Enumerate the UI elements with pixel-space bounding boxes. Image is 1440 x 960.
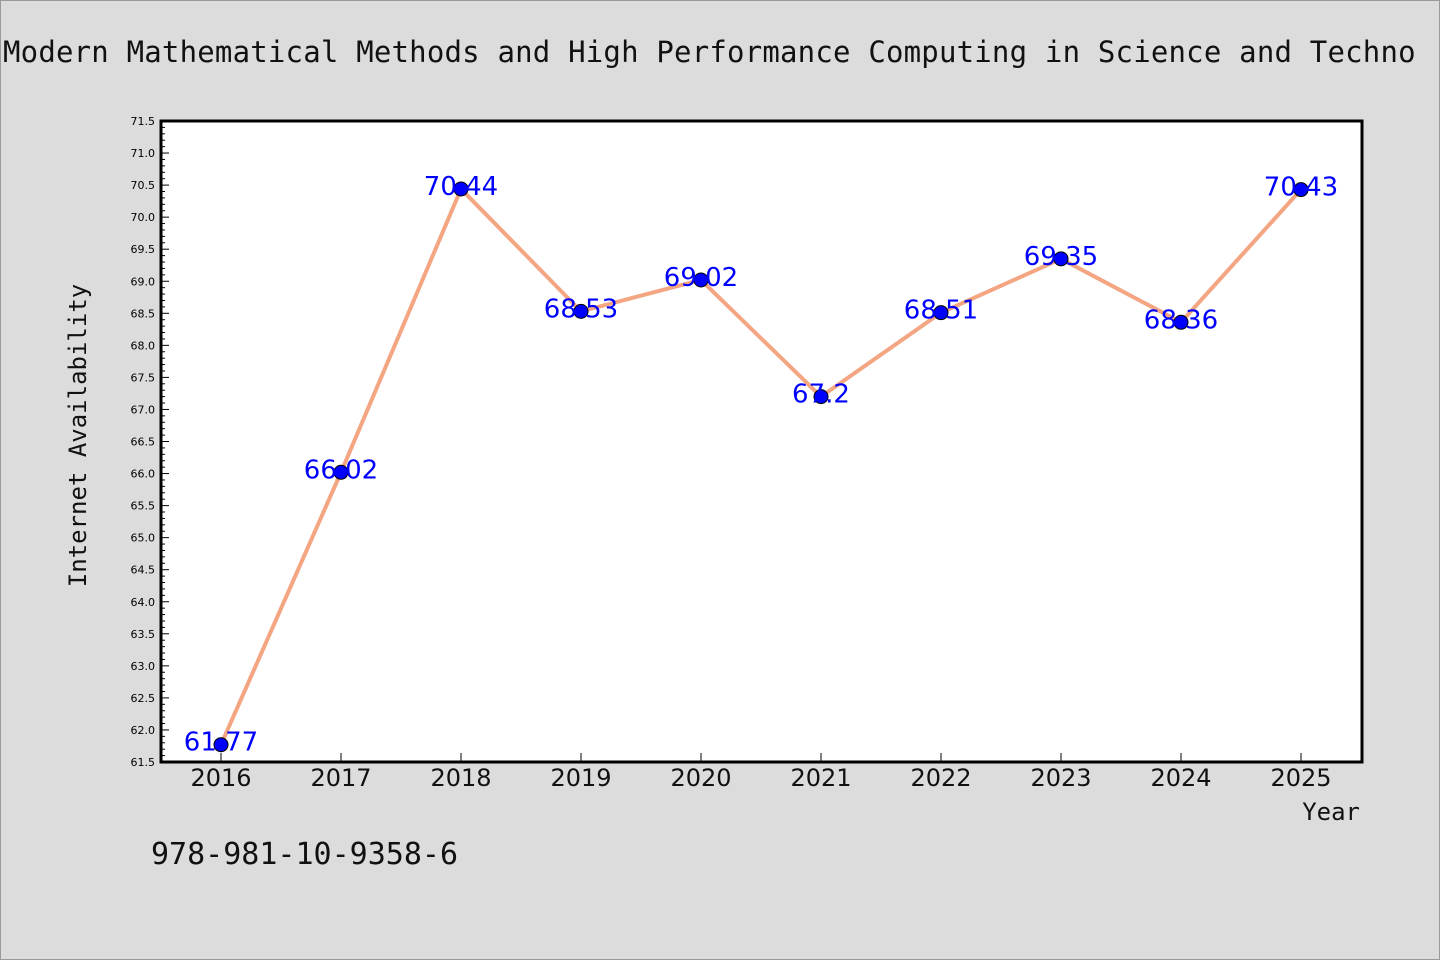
data-point [933,305,949,321]
data-point [813,389,829,405]
data-point [1293,182,1309,198]
y-tick-label: 62.0 [131,724,156,737]
y-tick-label: 66.5 [131,436,156,449]
data-point [333,464,349,480]
y-tick-label: 62.5 [131,692,156,705]
y-tick-label: 63.5 [131,628,156,641]
y-tick-label: 67.5 [131,371,156,384]
data-label: 61.77 [184,728,258,758]
y-tick-label: 71.5 [131,115,156,128]
x-tick-label: 2025 [1270,764,1331,792]
data-label: 66.02 [304,455,378,485]
data-point [1173,314,1189,330]
x-tick-label: 2022 [910,764,971,792]
data-points [213,181,1309,753]
y-tick-label: 70.5 [131,179,156,192]
y-tick-label: 61.5 [131,756,156,769]
y-axis-ticks: 61.5 62.0 62.5 63.0 63.5 64.0 64.5 65.0 65.5 66.0… [131,115,169,769]
y-axis-label: Internet Availability [64,284,92,587]
data-label: 68.36 [1144,305,1218,335]
x-tick-label: 2019 [550,764,611,792]
x-tick-label: 2021 [790,764,851,792]
y-tick-label: 69.5 [131,243,156,256]
x-tick-label: 2016 [190,764,251,792]
y-tick-label: 70.0 [131,211,156,224]
data-label: 70.44 [424,172,498,202]
y-tick-label: 65.5 [131,500,156,513]
y-tick-label: 65.0 [131,532,156,545]
data-label: 68.53 [544,294,618,324]
series-line [219,186,1303,746]
data-point [453,181,469,197]
data-label: 70.43 [1264,173,1338,203]
y-tick-label: 68.5 [131,307,156,320]
data-point [213,737,229,753]
data-labels: 61.77 66.02 70.44 68.53 69.02 67.2 68.51 69.35 6… [184,172,1338,758]
chart-title: Modern Mathematical Methods and High Per… [3,35,1416,69]
y-tick-label: 69.0 [131,275,156,288]
isbn-text: 978-981-10-9358-6 [151,837,459,872]
plot-area [159,119,1364,764]
y-tick-label: 67.0 [131,403,156,416]
x-axis-label: Year [1302,798,1360,826]
data-label: 67.2 [792,380,850,410]
x-axis-ticks: 2016 2017 2018 2019 2020 2021 2022 2023 2024 2025 [190,753,1332,792]
x-tick-label: 2023 [1030,764,1091,792]
y-tick-label: 64.0 [131,596,156,609]
data-point [573,303,589,319]
x-tick-label: 2024 [1150,764,1211,792]
y-tick-label: 63.0 [131,660,156,673]
data-label: 69.35 [1024,242,1098,272]
y-tick-label: 64.5 [131,564,156,577]
y-tick-label: 71.0 [131,147,156,160]
x-tick-label: 2020 [670,764,731,792]
data-point [1053,251,1069,267]
y-tick-label: 66.0 [131,468,156,481]
y-tick-label: 68.0 [131,339,156,352]
data-label: 68.51 [904,296,978,326]
x-tick-label: 2018 [430,764,491,792]
x-tick-label: 2017 [310,764,371,792]
data-point [693,272,709,288]
data-label: 69.02 [664,263,738,293]
